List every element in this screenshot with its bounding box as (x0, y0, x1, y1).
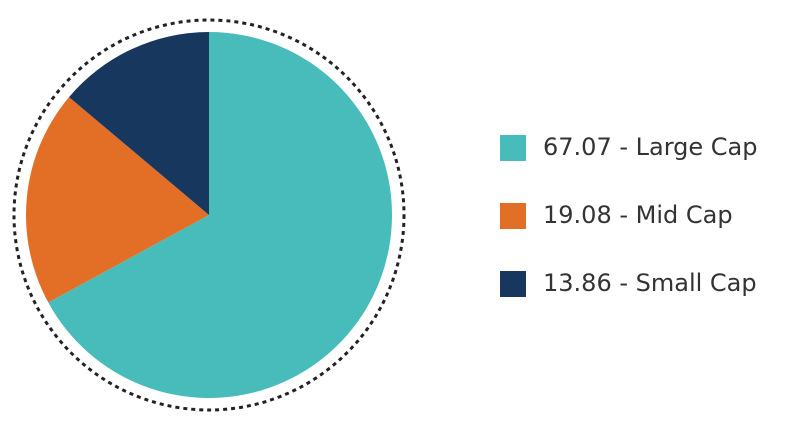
pie-slice (69, 31, 210, 215)
legend-swatch (500, 135, 526, 161)
legend-swatch (500, 203, 526, 229)
legend-label: 13.86 - Small Cap (543, 269, 757, 297)
dashed-ring (12, 18, 406, 412)
legend-label: 67.07 - Large Cap (543, 133, 757, 161)
pie-slice (26, 97, 210, 303)
pie-slice (48, 32, 392, 398)
legend-swatch (500, 271, 526, 297)
legend-label: 19.08 - Mid Cap (543, 201, 733, 229)
